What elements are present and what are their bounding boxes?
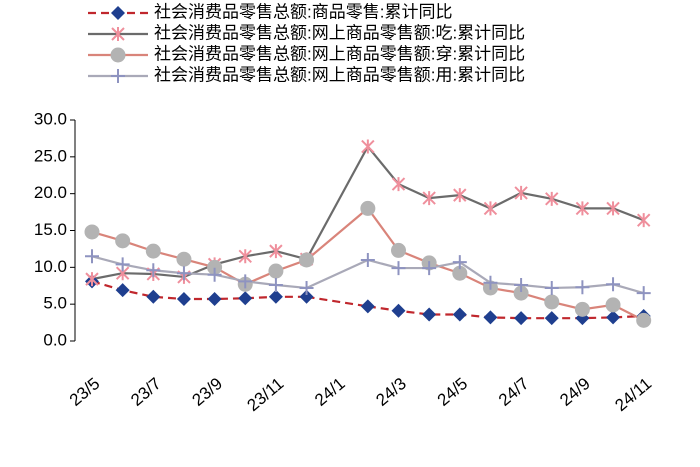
marker	[115, 283, 130, 298]
marker	[606, 310, 621, 325]
x-tick-label: 23/11	[244, 374, 288, 415]
marker	[115, 257, 130, 272]
marker	[544, 294, 560, 310]
x-tick-label: 24/1	[311, 374, 349, 410]
marker	[545, 191, 559, 206]
marker	[360, 252, 375, 267]
series-line	[366, 145, 645, 222]
x-tick-label: 24/9	[556, 374, 594, 410]
marker	[176, 251, 192, 267]
marker	[299, 280, 314, 295]
gap-connector	[305, 207, 369, 261]
y-tick-label: 10.0	[34, 257, 67, 276]
marker	[111, 27, 125, 41]
marker	[391, 261, 406, 276]
x-tick-label: 24/5	[434, 374, 472, 410]
marker	[606, 201, 620, 216]
marker	[176, 266, 191, 281]
marker	[422, 307, 437, 322]
marker	[452, 307, 467, 322]
x-tick-label: 23/9	[188, 374, 226, 410]
marker	[483, 275, 498, 290]
x-tick-label: 24/3	[372, 374, 410, 410]
marker	[453, 188, 467, 203]
marker	[513, 285, 529, 301]
series-line	[367, 258, 645, 295]
marker	[238, 291, 253, 306]
marker	[514, 278, 529, 293]
marker	[391, 242, 406, 258]
marker	[207, 259, 223, 275]
marker	[514, 185, 528, 200]
series-line	[91, 250, 307, 281]
legend-label: 社会消费品零售总额:商品零售:累计同比	[154, 2, 452, 21]
marker	[391, 177, 406, 192]
y-tick-label: 25.0	[34, 146, 67, 165]
marker	[606, 277, 621, 292]
legend-label: 社会消费品零售总额:网上商品零售额:吃:累计同比	[154, 23, 525, 42]
series-line	[91, 280, 307, 301]
marker	[207, 292, 222, 307]
marker	[268, 278, 283, 293]
gap-connector	[306, 258, 369, 289]
legend-label: 社会消费品零售总额:网上商品零售额:穿:累计同比	[154, 44, 525, 63]
marker	[238, 249, 252, 264]
marker	[145, 243, 161, 259]
legend-label: 社会消费品零售总额:网上商品零售额:用:累计同比	[154, 65, 525, 84]
marker	[575, 280, 590, 295]
marker	[636, 286, 651, 301]
marker	[269, 244, 283, 259]
marker	[115, 233, 131, 249]
gap-connector	[305, 145, 369, 260]
marker	[574, 301, 590, 317]
marker	[146, 263, 161, 278]
marker	[483, 201, 498, 216]
marker	[299, 289, 314, 304]
marker	[422, 191, 436, 206]
marker	[360, 299, 375, 314]
series-line	[367, 305, 644, 320]
y-tick-label: 5.0	[43, 294, 67, 313]
marker	[111, 6, 125, 20]
marker	[636, 213, 651, 228]
marker	[605, 297, 621, 313]
marker	[514, 311, 529, 326]
y-tick-label: 0.0	[43, 330, 67, 349]
x-tick-label: 24/11	[611, 374, 655, 415]
marker	[238, 274, 253, 289]
marker	[361, 139, 375, 154]
marker	[268, 263, 284, 279]
marker	[110, 47, 126, 63]
marker	[422, 261, 437, 276]
y-tick-label: 20.0	[34, 183, 67, 202]
marker	[207, 267, 222, 282]
marker	[483, 310, 498, 325]
marker	[146, 289, 161, 304]
marker	[391, 303, 406, 318]
marker	[544, 311, 559, 326]
marker	[85, 272, 99, 287]
marker	[575, 201, 590, 216]
gap-connector	[306, 295, 369, 308]
marker	[268, 289, 283, 304]
series-line	[366, 207, 645, 322]
marker	[85, 249, 99, 264]
x-tick-label: 23/7	[127, 374, 165, 410]
x-tick-label: 23/5	[66, 374, 104, 410]
y-tick-label: 30.0	[34, 109, 67, 128]
marker	[299, 252, 315, 268]
marker	[636, 312, 652, 328]
y-tick-label: 15.0	[34, 220, 67, 239]
marker	[360, 200, 376, 216]
marker	[84, 224, 100, 240]
marker	[452, 265, 468, 281]
marker	[544, 280, 559, 295]
marker	[176, 292, 191, 307]
x-tick-label: 24/7	[495, 374, 533, 410]
marker	[111, 69, 125, 83]
marker	[452, 255, 467, 270]
